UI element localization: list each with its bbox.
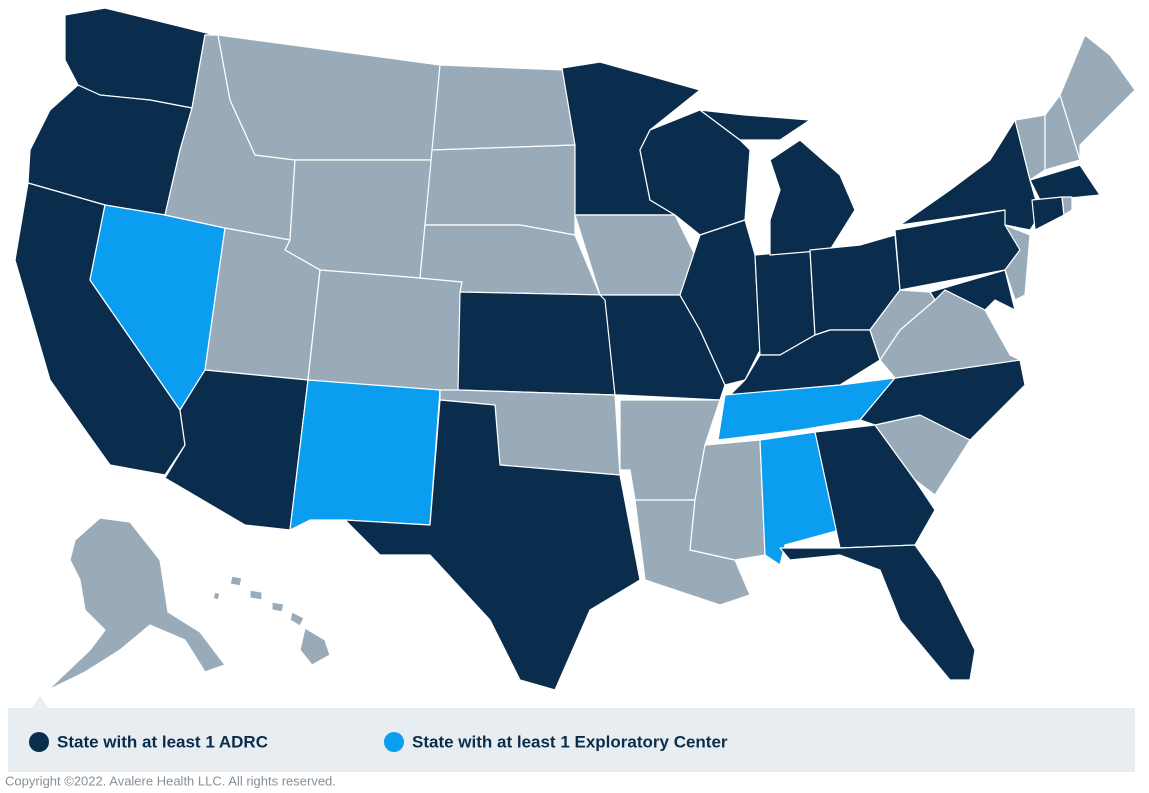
state	[899, 119, 1041, 231]
state	[779, 544, 976, 681]
state	[344, 399, 641, 691]
state	[229, 575, 243, 587]
legend-box	[8, 708, 1135, 772]
state	[699, 109, 811, 141]
legend-swatch	[384, 732, 404, 752]
state	[1004, 224, 1031, 301]
legend-label: State with at least 1 Exploratory Center	[412, 732, 728, 751]
state	[299, 627, 331, 666]
legend-label: State with at least 1 ADRC	[57, 732, 268, 751]
state	[289, 611, 305, 627]
state	[431, 64, 576, 151]
copyright: Copyright ©2022. Avalere Health LLC. All…	[5, 773, 336, 788]
legend-swatch	[29, 732, 49, 752]
state	[284, 159, 433, 279]
state	[769, 139, 856, 256]
state	[271, 601, 285, 613]
state	[217, 34, 441, 161]
state	[754, 249, 816, 356]
states	[14, 7, 1136, 691]
state	[1029, 164, 1101, 201]
state	[457, 291, 616, 396]
state	[1031, 196, 1065, 231]
state	[249, 589, 263, 601]
state	[212, 591, 221, 601]
state	[307, 269, 463, 396]
state	[47, 517, 226, 691]
legend-pointer	[32, 696, 48, 708]
state	[1059, 34, 1136, 161]
state	[289, 379, 441, 531]
state	[1061, 196, 1073, 216]
state	[859, 359, 1026, 441]
state	[424, 144, 576, 236]
